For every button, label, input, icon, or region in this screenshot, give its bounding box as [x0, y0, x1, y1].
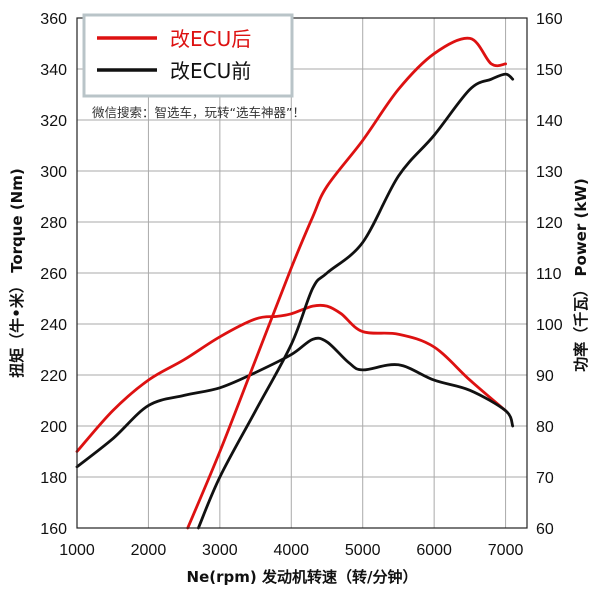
x-tick-label: 7000 [488, 542, 524, 559]
y-right-tick-label: 140 [536, 113, 563, 130]
x-tick-label: 2000 [131, 542, 167, 559]
x-tick-label: 5000 [345, 542, 381, 559]
y-right-tick-label: 120 [536, 215, 563, 232]
y-right-tick-label: 150 [536, 62, 563, 79]
y-right-tick-label: 80 [536, 419, 554, 436]
series-line-left-after [75, 303, 507, 453]
legend-box [82, 13, 294, 98]
legend-label-after: 改ECU后 [170, 27, 251, 51]
legend-label-before: 改ECU前 [170, 59, 251, 83]
y-axis-right-label: 功率（千瓦） Power (kW) [572, 178, 590, 371]
y-left-tick-label: 320 [40, 113, 67, 130]
x-axis-label: Ne(rpm) 发动机转速（转/分钟） [187, 568, 418, 586]
series-line-left-before [75, 336, 515, 469]
y-left-tick-label: 240 [40, 317, 67, 334]
y-right-tick-label: 70 [536, 470, 554, 487]
x-tick-label: 4000 [273, 542, 309, 559]
y-right-tick-label: 90 [536, 368, 554, 385]
y-right-tick-label: 110 [536, 266, 562, 283]
tick-labels: 1000 2000 3000 4000 5000 6000 7000 160 180 200 220… [40, 11, 563, 559]
series-lines [75, 36, 515, 530]
y-right-tick-label: 130 [536, 164, 563, 181]
y-left-tick-label: 360 [40, 11, 67, 28]
x-tick-label: 6000 [416, 542, 452, 559]
y-left-tick-label: 160 [40, 521, 67, 538]
y-left-tick-label: 200 [40, 419, 67, 436]
y-axis-left-label: 扭矩（牛•米） Torque (Nm) [8, 168, 26, 377]
series-line-right-before [197, 72, 515, 530]
y-right-tick-label: 160 [536, 11, 563, 28]
plot-frame [76, 17, 528, 529]
y-right-tick-label: 60 [536, 521, 554, 538]
series-line-right-after [186, 36, 507, 530]
y-left-tick-label: 180 [40, 470, 67, 487]
y-right-tick-label: 100 [536, 317, 563, 334]
watermark-note: 微信搜索：智选车，玩转“选车神器”！ [92, 105, 305, 120]
y-left-tick-label: 340 [40, 62, 67, 79]
y-left-tick-label: 300 [40, 164, 67, 181]
legend: 改ECU后 改ECU前 [82, 13, 294, 98]
y-left-tick-label: 260 [40, 266, 67, 283]
x-tick-label: 1000 [59, 542, 95, 559]
x-tick-label: 3000 [202, 542, 238, 559]
y-left-tick-label: 220 [40, 368, 67, 385]
y-left-tick-label: 280 [40, 215, 67, 232]
